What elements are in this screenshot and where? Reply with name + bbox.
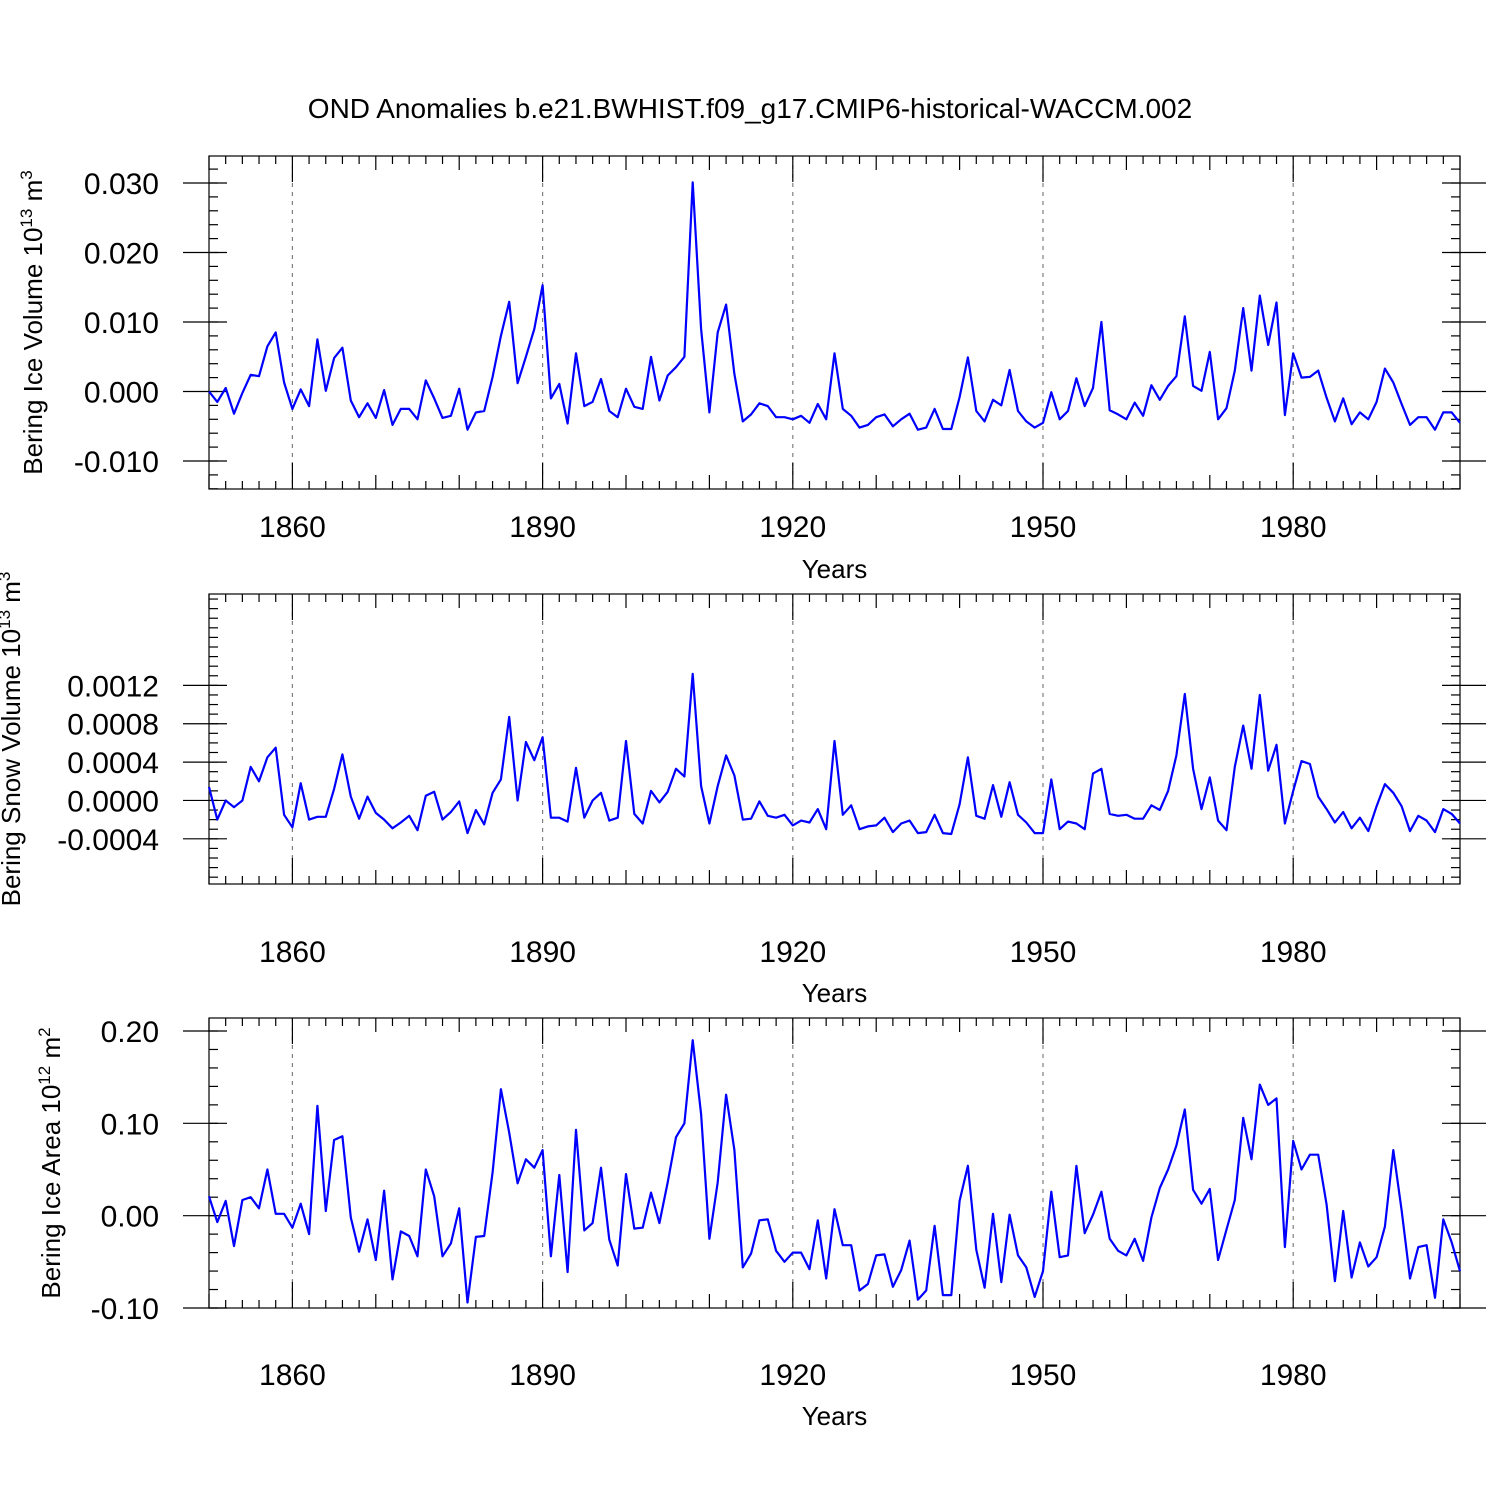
y-tick-label: 0.0000: [67, 785, 159, 818]
series-line-ice-area: [207, 1039, 1462, 1304]
x-tick-label: 1950: [1010, 1359, 1077, 1392]
x-tick-label: 1890: [509, 511, 576, 544]
y-label-unit-exponent: 3: [0, 572, 14, 581]
y-label-exponent: 13: [17, 209, 36, 228]
y-label-exponent: 12: [35, 1066, 54, 1085]
y-tick-label: 0.000: [84, 377, 159, 410]
y-tick-label: 0.20: [101, 1016, 159, 1049]
x-tick-label: 1950: [1010, 511, 1077, 544]
series-line-ice-volume: [208, 181, 1461, 431]
y-tick-label: 0.0008: [67, 709, 159, 742]
x-axis-label: Years: [802, 978, 868, 1008]
y-label-exponent: 13: [0, 610, 14, 629]
y-tick-label: -0.010: [74, 446, 159, 479]
y-label-unit: m: [18, 180, 48, 209]
y-label-main: Bering Ice Volume 10: [18, 228, 48, 475]
panels: -0.010 0.000 0.010 0.020 0.030 1860 1890 1920 19…: [0, 155, 1486, 1431]
y-label-unit: m: [36, 1037, 66, 1066]
x-tick-label: 1890: [509, 936, 576, 969]
plot-frame: [208, 1017, 1461, 1309]
y-label-unit: m: [0, 581, 26, 610]
y-label-unit-exponent: 2: [35, 1027, 54, 1036]
x-tick-label: 1980: [1260, 936, 1327, 969]
y-tick-label: -0.10: [91, 1293, 159, 1326]
x-tick-label: 1920: [759, 1359, 826, 1392]
x-tick-label: 1860: [259, 1359, 326, 1392]
y-tick-label: 0.0012: [67, 670, 159, 703]
x-tick-label: 1980: [1260, 1359, 1327, 1392]
x-axis-label: Years: [802, 554, 868, 584]
series-line-snow-volume: [207, 672, 1461, 836]
y-axis-label: Bering Ice Area 1012 m2: [35, 1027, 66, 1298]
y-label-main: Bering Ice Area 10: [36, 1085, 66, 1299]
x-axis-label: Years: [802, 1401, 868, 1431]
y-axis-label: Bering Snow Volume 1013 m3: [0, 572, 26, 907]
y-tick-label: 0.00: [101, 1201, 159, 1234]
y-tick-label: 0.020: [84, 238, 159, 271]
y-axis-label: Bering Ice Volume 1013 m3: [17, 170, 48, 474]
panel-snow-volume: -0.0004 0.0000 0.0004 0.0008 0.0012 1860 1890 1…: [0, 572, 1486, 1008]
x-tick-label: 1920: [759, 936, 826, 969]
y-tick-label: -0.0004: [57, 824, 159, 857]
panel-ice-area: -0.10 0.00 0.10 0.20 1860 1890 1920 1950 1980 Yea…: [35, 1016, 1486, 1431]
y-tick-label: 0.010: [84, 307, 159, 340]
y-label-main: Bering Snow Volume 10: [0, 629, 26, 907]
x-tick-label: 1890: [509, 1359, 576, 1392]
chart-title: OND Anomalies b.e21.BWHIST.f09_g17.CMIP6…: [308, 93, 1192, 124]
plot-frame: [208, 593, 1461, 885]
x-tick-label: 1980: [1260, 511, 1327, 544]
panel-ice-volume: -0.010 0.000 0.010 0.020 0.030 1860 1890 1920 19…: [17, 155, 1486, 584]
x-tick-label: 1860: [259, 936, 326, 969]
y-tick-label: 0.030: [84, 168, 159, 201]
y-tick-label: 0.10: [101, 1108, 159, 1141]
y-label-unit-exponent: 3: [17, 170, 36, 179]
x-tick-label: 1950: [1010, 936, 1077, 969]
y-tick-label: 0.0004: [67, 747, 159, 780]
x-tick-label: 1860: [259, 511, 326, 544]
x-tick-label: 1920: [759, 511, 826, 544]
